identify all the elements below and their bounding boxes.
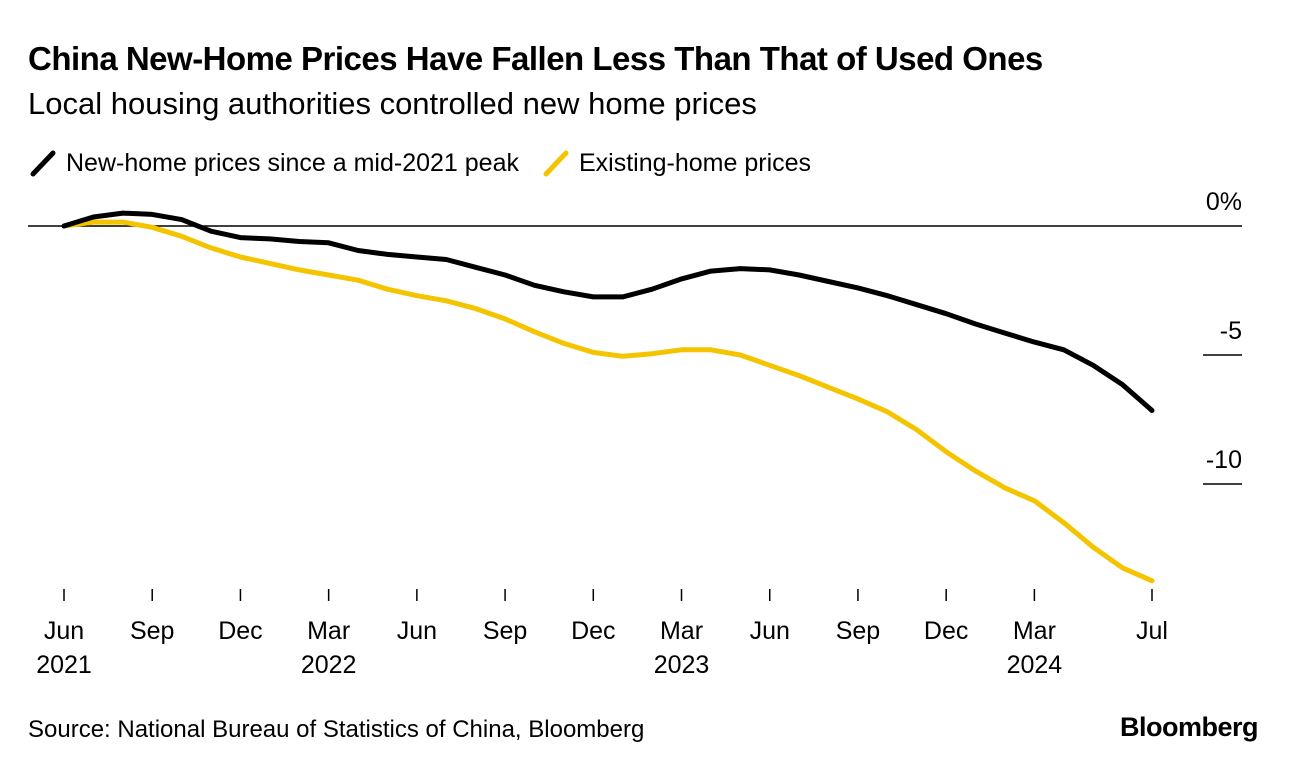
y-tick-label: -5 xyxy=(1220,317,1242,345)
x-tick-label: Jul xyxy=(1136,617,1168,645)
legend-swatch-existing-home-icon xyxy=(543,150,569,177)
x-tick-label: Dec xyxy=(924,617,968,645)
series-line-existing-home xyxy=(61,219,1155,584)
x-tick-year-label: 2022 xyxy=(301,651,357,679)
legend-item-existing-home: Existing-home prices xyxy=(541,148,811,178)
x-tick-label: Mar xyxy=(307,617,350,645)
source-note: Source: National Bureau of Statistics of… xyxy=(28,716,645,743)
y-tick-label: -10 xyxy=(1206,446,1242,474)
legend-label-existing-home: Existing-home prices xyxy=(579,148,812,177)
chart-title: China New-Home Prices Have Fallen Less T… xyxy=(28,40,1043,77)
x-tick-label: Mar xyxy=(660,617,703,645)
x-tick-label: Jun xyxy=(750,617,790,645)
x-tick-label: Jun xyxy=(44,617,84,645)
x-tick-year-label: 2023 xyxy=(654,651,710,679)
brand-logo: Bloomberg xyxy=(1119,712,1259,742)
x-tick-label: Mar xyxy=(1013,617,1056,645)
legend: New-home prices since a mid-2021 peak Ex… xyxy=(28,148,833,178)
x-tick-year-label: 2021 xyxy=(36,651,92,679)
legend-item-new-home: New-home prices since a mid-2021 peak xyxy=(28,148,519,178)
x-tick-year-label: 2024 xyxy=(1007,651,1063,679)
x-tick-label: Jun xyxy=(397,617,437,645)
series-line-new-home xyxy=(61,210,1155,413)
x-tick-label: Sep xyxy=(836,617,880,645)
x-tick-label: Dec xyxy=(571,617,615,645)
legend-label-new-home: New-home prices since a mid-2021 peak xyxy=(66,148,519,177)
y-tick-label: 0% xyxy=(1206,188,1242,216)
x-tick-label: Dec xyxy=(218,617,262,645)
x-tick-label: Sep xyxy=(483,617,527,645)
chart-subtitle: Local housing authorities controlled new… xyxy=(28,86,757,121)
x-tick-label: Sep xyxy=(130,617,174,645)
legend-swatch-new-home-icon xyxy=(30,150,56,177)
